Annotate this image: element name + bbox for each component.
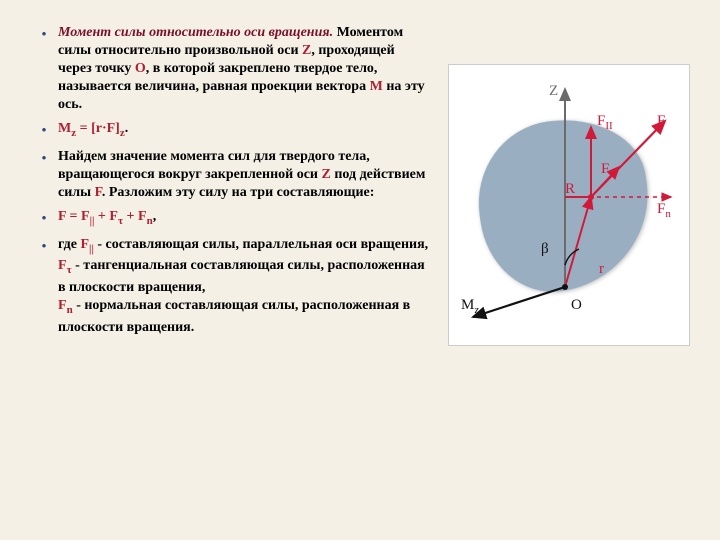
figure-label: Mz: [461, 297, 479, 316]
bullet-dot: •: [30, 24, 58, 44]
figure-label: F: [657, 113, 665, 130]
bullet-item: •Найдем значение момента сил для твердог…: [30, 148, 430, 202]
bullet-dot: •: [30, 120, 58, 140]
figure-label: r: [599, 261, 604, 278]
bullet-item: •F = F|| + Fτ + Fn,: [30, 208, 430, 230]
bullet-text: Момент силы относительно оси вращения. М…: [58, 24, 430, 114]
bullet-item: •Mz = [r·F]z.: [30, 120, 430, 142]
figure-label: Z: [549, 83, 558, 100]
physics-diagram: Z FII F Fτ Fn Rβ r O Mz: [448, 64, 690, 346]
figure-label: Fτ: [601, 161, 614, 180]
vectors-svg: [449, 65, 689, 345]
figure-label: Fn: [657, 201, 671, 220]
bullet-item: •Момент силы относительно оси вращения. …: [30, 24, 430, 114]
bullet-text: Найдем значение момента сил для твердого…: [58, 148, 430, 202]
content-row: •Момент силы относительно оси вращения. …: [30, 24, 690, 346]
figure-label: β: [541, 241, 549, 258]
figure-label: FII: [597, 113, 613, 132]
bullet-item: • где F|| - составляющая силы, параллель…: [30, 236, 430, 337]
bullet-dot: •: [30, 208, 58, 228]
bullet-text: где F|| - составляющая силы, параллельна…: [58, 236, 430, 337]
slide: •Момент силы относительно оси вращения. …: [0, 0, 720, 540]
figure-label: O: [571, 297, 582, 314]
bullet-text: F = F|| + Fτ + Fn,: [58, 208, 430, 230]
figure-label: R: [565, 181, 575, 198]
bullet-list: •Момент силы относительно оси вращения. …: [30, 24, 430, 337]
bullet-text: Mz = [r·F]z.: [58, 120, 430, 142]
figure-column: Z FII F Fτ Fn Rβ r O Mz: [448, 24, 688, 346]
text-column: •Момент силы относительно оси вращения. …: [30, 24, 430, 346]
bullet-dot: •: [30, 236, 58, 256]
bullet-dot: •: [30, 148, 58, 168]
